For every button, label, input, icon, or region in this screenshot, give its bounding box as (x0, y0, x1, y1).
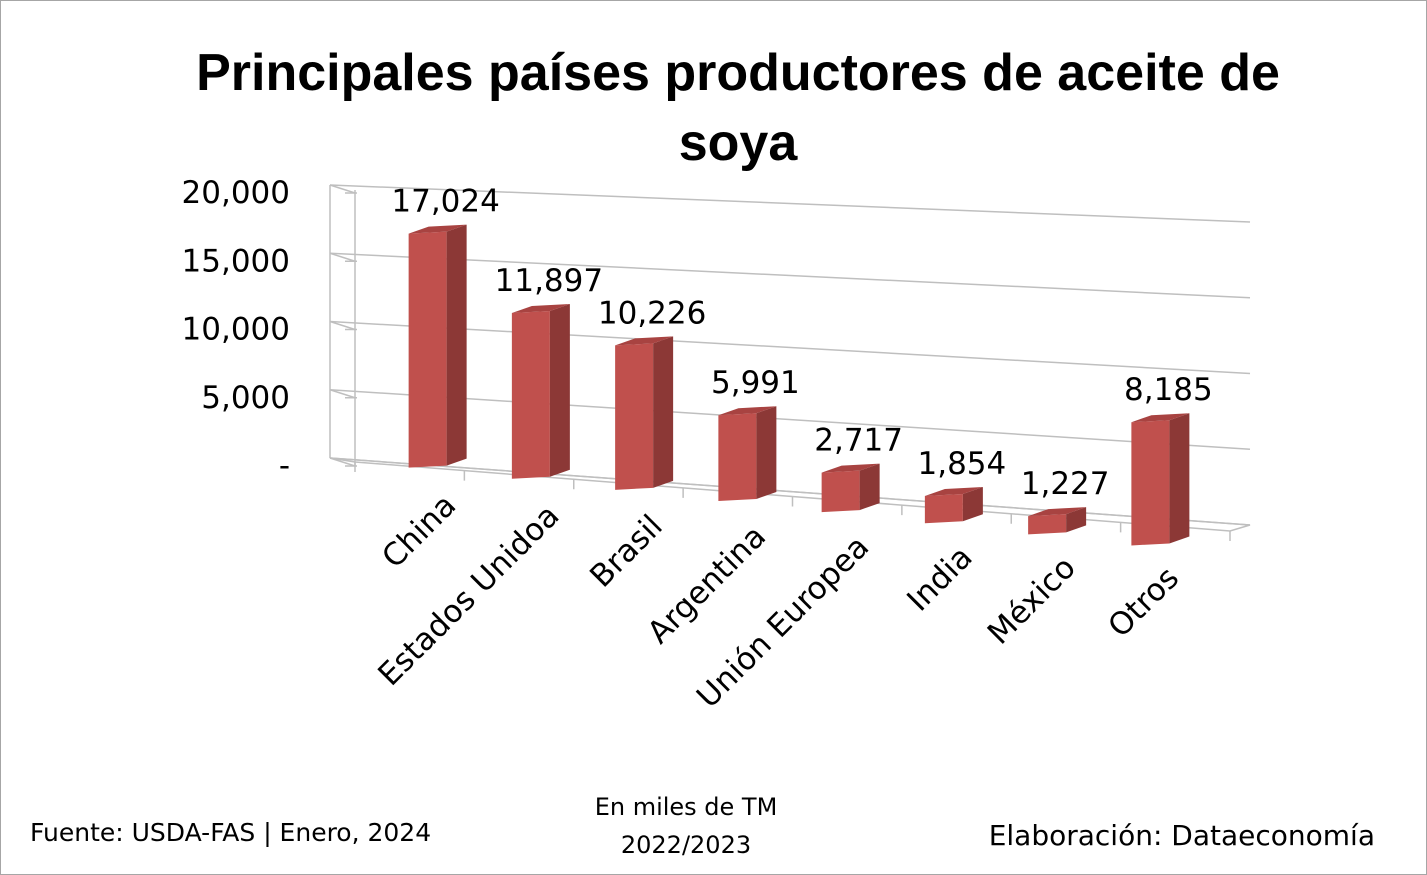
gridlines (329, 184, 1251, 541)
data-label: 8,185 (1124, 372, 1213, 408)
bar-front (408, 231, 447, 468)
chart-title-line-1: Principales países productores de aceite… (196, 44, 1280, 102)
gridline (329, 320, 1251, 375)
category-label: Brasil (583, 508, 670, 595)
bar-top (615, 336, 674, 346)
y-tick-label: 5,000 (201, 380, 290, 416)
bar-2 (511, 303, 570, 479)
y-axis-ticks: - 5,000 10,000 15,000 20,000 (182, 175, 290, 484)
bar-5 (821, 463, 880, 513)
bar-top (924, 486, 983, 496)
gridline (329, 184, 1251, 223)
gridline (329, 389, 1251, 450)
bar-6 (924, 486, 983, 524)
bar-front (1028, 514, 1067, 535)
bar-side (1066, 507, 1087, 533)
category-label: India (900, 539, 979, 618)
bar-8 (1131, 413, 1190, 546)
y-tick-label: 20,000 (182, 175, 290, 211)
y-tick-label: 15,000 (182, 243, 290, 279)
floor-plane (329, 457, 1251, 532)
gridline (329, 252, 1251, 299)
side-gridline (329, 389, 356, 399)
bar-side (549, 303, 570, 477)
data-label: 17,024 (391, 184, 499, 220)
category-label: China (375, 487, 463, 575)
bar-top (408, 224, 467, 234)
units-note-line-1: En miles de TM (595, 793, 778, 821)
bar-front (924, 493, 963, 524)
bar-front (1131, 420, 1170, 546)
chart-floor (329, 457, 1251, 532)
bar-side (446, 224, 467, 466)
bar-front (718, 413, 757, 501)
bar-top (1131, 413, 1190, 423)
bar-side (653, 336, 674, 488)
data-label: 2,717 (814, 423, 903, 459)
bar-side (756, 406, 777, 499)
data-label: 11,897 (495, 263, 603, 299)
bar-front (615, 343, 654, 490)
bar-7 (1028, 507, 1087, 535)
category-label: México (981, 550, 1083, 652)
side-gridline (329, 184, 356, 194)
bar-1 (408, 224, 467, 468)
bar-top (1028, 507, 1087, 517)
data-label: 1,227 (1021, 466, 1110, 502)
source-note: Fuente: USDA-FAS | Enero, 2024 (30, 818, 431, 847)
bar-side (1169, 413, 1190, 544)
bar-top (821, 463, 880, 473)
y-tick-label: 10,000 (182, 312, 290, 348)
chart-title-line-2: soya (679, 114, 799, 172)
bar-front (511, 310, 550, 479)
y-tick-label: - (279, 448, 290, 484)
bars (408, 224, 1190, 546)
bar-front (821, 470, 860, 513)
side-gridline (329, 252, 356, 262)
bar-side (859, 463, 880, 511)
bar-side (962, 486, 983, 522)
bar-top (511, 303, 570, 313)
bar-top (718, 406, 777, 416)
units-note-line-2: 2022/2023 (621, 831, 751, 859)
credit-note: Elaboración: Dataeconomía (989, 819, 1375, 852)
bar-3 (615, 336, 674, 490)
data-label: 1,854 (918, 446, 1007, 482)
category-label: Otros (1101, 560, 1186, 645)
data-label: 10,226 (598, 295, 706, 331)
side-gridline (329, 320, 356, 331)
data-label: 5,991 (711, 365, 800, 401)
bar-4 (718, 406, 777, 501)
